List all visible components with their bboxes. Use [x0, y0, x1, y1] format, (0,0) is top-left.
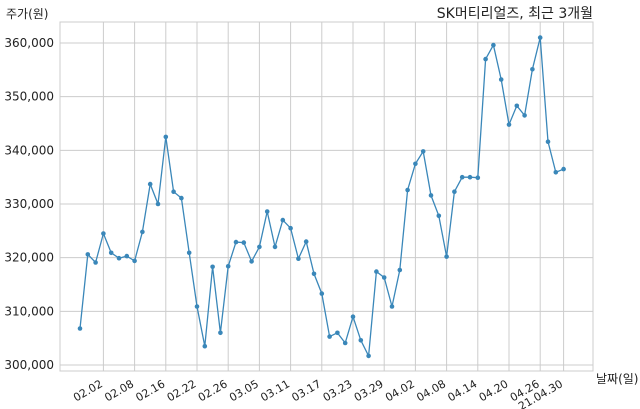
data-point	[155, 201, 161, 207]
x-tick-label: 03.17	[290, 377, 324, 404]
data-point	[420, 149, 426, 154]
data-point	[389, 304, 395, 309]
data-point	[179, 195, 184, 201]
x-tick-label: 02.08	[102, 377, 136, 404]
y-tick-label: 310,000	[4, 304, 54, 318]
x-tick-label: 02.26	[196, 377, 230, 404]
data-point	[241, 240, 247, 245]
data-point	[436, 213, 442, 219]
data-point	[77, 326, 83, 331]
data-point	[296, 256, 301, 262]
data-point	[397, 267, 403, 273]
x-tick-labels: 02.0202.0802.1602.2202.2603.0503.1103.17…	[71, 377, 565, 409]
x-tick-label: 04.02	[383, 377, 417, 404]
data-point	[163, 134, 169, 140]
chart-title: SK머티리얼즈, 최근 3개월	[437, 6, 593, 22]
data-point	[491, 42, 496, 48]
data-point	[233, 239, 239, 245]
data-point	[483, 56, 488, 62]
data-point	[475, 175, 481, 180]
data-point	[101, 231, 106, 236]
data-point	[132, 258, 137, 264]
data-point	[358, 338, 364, 343]
data-point	[85, 252, 91, 257]
data-point	[452, 189, 457, 194]
data-point	[249, 259, 254, 264]
data-point	[108, 250, 114, 256]
data-point	[467, 174, 473, 180]
data-point	[303, 239, 309, 244]
data-point	[522, 113, 527, 118]
data-point	[342, 340, 348, 346]
data-point	[413, 161, 418, 167]
data-point	[194, 304, 200, 309]
x-tick-label: 02.16	[134, 377, 168, 404]
data-point	[366, 353, 371, 359]
data-point	[280, 217, 286, 223]
data-point	[124, 253, 130, 259]
data-point	[381, 275, 387, 280]
data-point	[350, 314, 356, 320]
y-tick-labels: 300,000 310,000 320,000 330,000 340,000 350,0…	[4, 36, 54, 372]
data-point	[218, 330, 223, 336]
data-point	[459, 174, 465, 180]
data-point	[428, 193, 434, 198]
x-tick-label: 02.22	[165, 377, 199, 404]
data-point	[272, 244, 278, 250]
y-tick-label: 320,000	[4, 251, 54, 265]
data-point	[257, 244, 262, 250]
x-tick-label: 03.29	[352, 377, 386, 404]
x-gridlines	[102, 22, 565, 371]
x-tick-label: 04.08	[414, 377, 448, 404]
data-point	[327, 334, 332, 339]
x-axis-label: 날짜(일)	[596, 372, 638, 386]
x-tick-label: 03.05	[227, 377, 261, 404]
data-point	[537, 35, 543, 40]
data-point	[311, 271, 317, 277]
data-point	[264, 209, 270, 214]
data-point	[553, 170, 559, 175]
y-tick-label: 300,000	[4, 358, 54, 372]
data-point	[171, 189, 176, 194]
data-point	[498, 77, 504, 82]
data-point	[140, 229, 145, 235]
data-point	[405, 187, 410, 193]
data-point	[514, 103, 520, 109]
y-tick-label: 350,000	[4, 90, 54, 104]
data-points	[77, 35, 566, 359]
data-point	[225, 264, 231, 269]
data-point	[202, 343, 208, 349]
plot-frame	[59, 21, 594, 372]
x-tick-label: 03.23	[321, 377, 355, 404]
data-point	[506, 122, 512, 127]
y-gridlines	[60, 42, 593, 366]
data-point	[147, 181, 153, 187]
data-point	[561, 166, 566, 172]
data-point	[288, 225, 293, 231]
x-tick-label: 04.14	[446, 377, 480, 404]
data-point	[210, 264, 215, 270]
x-tick-label: 03.11	[258, 377, 292, 404]
data-point	[116, 255, 122, 261]
data-point	[93, 260, 98, 265]
y-tick-label: 360,000	[4, 36, 54, 50]
data-point	[444, 254, 449, 259]
x-tick-label: 04.20	[477, 377, 511, 404]
data-point	[374, 269, 379, 274]
y-tick-label: 340,000	[4, 143, 54, 157]
data-point	[186, 250, 192, 256]
y-tick-label: 330,000	[4, 197, 54, 211]
data-point	[545, 139, 551, 144]
data-point	[530, 67, 535, 72]
x-tick-label: 02.02	[71, 377, 105, 404]
data-point	[319, 291, 325, 296]
y-axis-label: 주가(원)	[6, 7, 48, 21]
data-point	[335, 330, 340, 336]
